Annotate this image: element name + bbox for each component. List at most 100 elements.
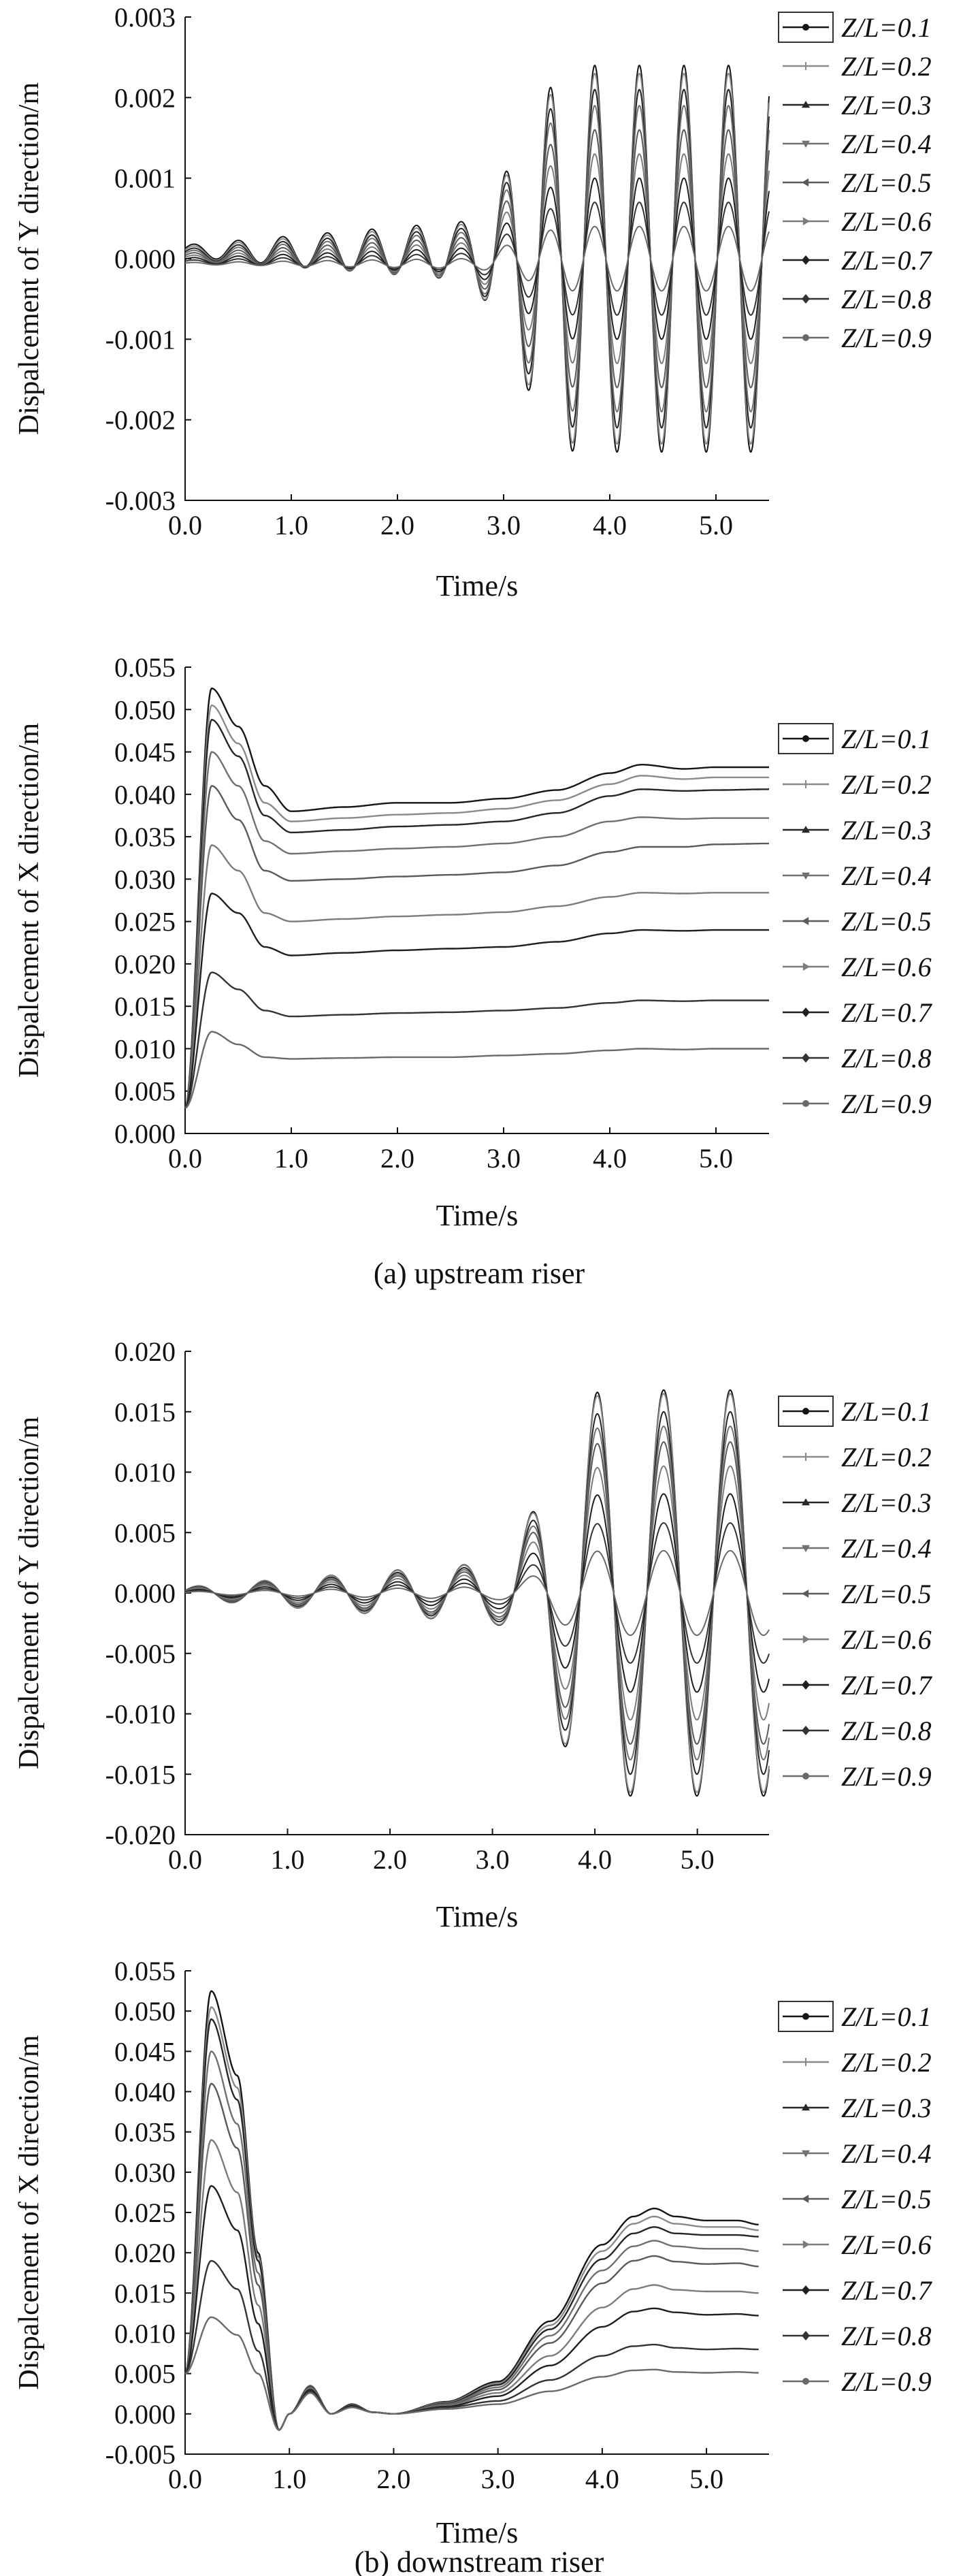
legend-marker-7 bbox=[802, 2285, 810, 2295]
y-tick-label: -0.015 bbox=[105, 1759, 176, 1790]
series-line-3 bbox=[184, 719, 769, 1109]
legend-marker-6 bbox=[802, 1635, 810, 1643]
x-tick-label: 4.0 bbox=[593, 1143, 627, 1174]
series-line-4 bbox=[184, 2050, 759, 2431]
y-tick-label: 0.010 bbox=[114, 2319, 176, 2349]
chart-downstream-y: 0.020 0.015 0.010 0.005 0.000 -0.005 -0.010 -0.… bbox=[14, 1336, 933, 1933]
y-tick-label: 0.010 bbox=[114, 1033, 176, 1064]
legend-label-3: Z/L=0.3 bbox=[841, 90, 932, 120]
legend-label-5: Z/L=0.5 bbox=[841, 2184, 932, 2215]
y-tick-label: 0.030 bbox=[114, 2157, 176, 2188]
series-line-1 bbox=[184, 1990, 759, 2431]
legend-label-6: Z/L=0.6 bbox=[841, 2229, 932, 2260]
x-tick-label: 4.0 bbox=[593, 510, 627, 541]
legend-label-2: Z/L=0.2 bbox=[841, 769, 932, 800]
legend-marker-3 bbox=[802, 1498, 810, 1506]
legend-marker-3 bbox=[802, 826, 810, 833]
y-tick-label: 0.050 bbox=[114, 694, 176, 725]
legend-label-7: Z/L=0.7 bbox=[841, 997, 933, 1028]
legend-highlight-box bbox=[778, 12, 834, 43]
x-tick-label: 1.0 bbox=[272, 2464, 306, 2494]
y-tick-label: 0.000 bbox=[114, 244, 176, 274]
series-line-3 bbox=[184, 1411, 770, 1775]
legend-marker-9 bbox=[802, 2378, 809, 2385]
series-line-8 bbox=[184, 2259, 759, 2431]
legend-label-8: Z/L=0.8 bbox=[841, 2321, 932, 2351]
x-tick-label: 0.0 bbox=[168, 510, 202, 541]
legend-label-2: Z/L=0.2 bbox=[841, 2047, 932, 2078]
legend-highlight-box bbox=[778, 723, 834, 754]
legend-label-9: Z/L=0.9 bbox=[841, 2366, 932, 2397]
legend-label-1: Z/L=0.1 bbox=[841, 12, 932, 43]
legend-marker-9 bbox=[802, 334, 809, 341]
legend-label-8: Z/L=0.8 bbox=[841, 1716, 932, 1746]
series-line-4 bbox=[184, 1426, 770, 1760]
series-line-7 bbox=[184, 1493, 770, 1693]
legend-highlight-box bbox=[778, 1396, 834, 1427]
legend-marker-6 bbox=[802, 963, 810, 971]
legend-label-1: Z/L=0.1 bbox=[841, 724, 932, 754]
y-tick-label: -0.005 bbox=[105, 1639, 176, 1669]
legend-marker-2 bbox=[802, 780, 810, 788]
legend-label-2: Z/L=0.2 bbox=[841, 1442, 932, 1472]
y-tick-label: 0.035 bbox=[114, 822, 176, 852]
legend-label-8: Z/L=0.8 bbox=[841, 284, 932, 315]
legend-marker-6 bbox=[802, 2240, 810, 2249]
y-tick-label: 0.003 bbox=[114, 2, 176, 33]
y-tick-label: -0.005 bbox=[105, 2439, 176, 2470]
x-tick-label: 3.0 bbox=[476, 1844, 510, 1875]
legend-marker-8 bbox=[802, 2331, 810, 2340]
legend-label-1: Z/L=0.1 bbox=[841, 2001, 932, 2032]
x-tick-label: 5.0 bbox=[699, 510, 733, 541]
y-tick-label: 0.015 bbox=[114, 991, 176, 1022]
x-tick-label: 3.0 bbox=[481, 2464, 515, 2494]
y-tick-label: 0.025 bbox=[114, 2197, 176, 2228]
series-line-8 bbox=[184, 202, 770, 316]
axes bbox=[184, 1971, 769, 2455]
legend-label-5: Z/L=0.5 bbox=[841, 906, 932, 937]
y-tick-label: 0.020 bbox=[114, 1336, 176, 1367]
y-axis-label: Dispalcement of X direction/m bbox=[14, 722, 45, 1078]
series-line-3 bbox=[184, 2018, 759, 2431]
x-tick-label: 3.0 bbox=[487, 1143, 521, 1174]
legend-label-3: Z/L=0.3 bbox=[841, 1487, 932, 1518]
legend-marker-8 bbox=[802, 294, 810, 304]
axes bbox=[184, 667, 769, 1134]
legend-label-6: Z/L=0.6 bbox=[841, 206, 932, 237]
series-line-6 bbox=[184, 1465, 770, 1721]
legend-label-9: Z/L=0.9 bbox=[841, 1761, 932, 1792]
y-tick-label: 0.055 bbox=[114, 652, 176, 683]
legend-marker-8 bbox=[802, 1053, 810, 1063]
legend-highlight-box bbox=[778, 2001, 834, 2032]
y-tick-label: 0.030 bbox=[114, 864, 176, 895]
y-tick-label: 0.010 bbox=[114, 1458, 176, 1488]
chart-upstream-y: 0.003 0.002 0.001 0.000 -0.001 -0.002 -0.0030.… bbox=[14, 2, 933, 602]
series-line-9 bbox=[184, 225, 770, 292]
legend-marker-2 bbox=[802, 1453, 810, 1461]
series-line-2 bbox=[184, 704, 769, 1109]
series-line-9 bbox=[184, 1031, 769, 1109]
legend-label-9: Z/L=0.9 bbox=[841, 1089, 932, 1119]
legend-label-4: Z/L=0.4 bbox=[841, 1533, 932, 1564]
legend-marker-1 bbox=[802, 1408, 809, 1415]
legend-marker-7 bbox=[802, 255, 810, 265]
legend-marker-5 bbox=[802, 917, 809, 925]
legend-marker-1 bbox=[802, 735, 809, 742]
x-tick-label: 0.0 bbox=[168, 1844, 202, 1875]
y-tick-label: -0.010 bbox=[105, 1699, 176, 1730]
legend-label-4: Z/L=0.4 bbox=[841, 129, 932, 159]
x-tick-label: 4.0 bbox=[585, 2464, 619, 2494]
axes bbox=[184, 1351, 769, 1835]
x-tick-label: 1.0 bbox=[274, 1143, 308, 1174]
series-line-1 bbox=[184, 687, 769, 1109]
y-tick-label: 0.020 bbox=[114, 2238, 176, 2268]
y-tick-label: 0.055 bbox=[114, 1956, 176, 1986]
legend-label-7: Z/L=0.7 bbox=[841, 1670, 933, 1701]
legend-label-6: Z/L=0.6 bbox=[841, 1624, 932, 1655]
y-tick-label: 0.005 bbox=[114, 1076, 176, 1107]
legend-marker-4 bbox=[802, 140, 810, 148]
series-line-9 bbox=[184, 1549, 770, 1637]
y-tick-label: -0.002 bbox=[105, 405, 176, 436]
y-tick-label: -0.001 bbox=[105, 324, 176, 355]
legend-marker-8 bbox=[802, 1726, 810, 1735]
